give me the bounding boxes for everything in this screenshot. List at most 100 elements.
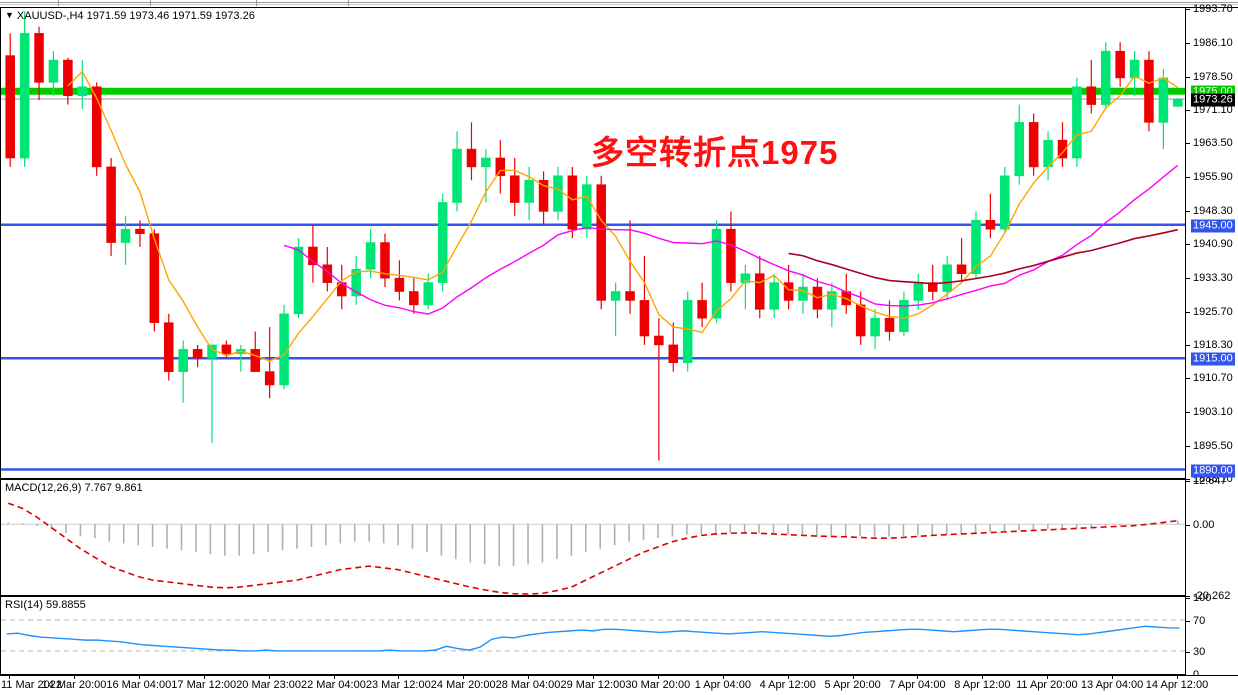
time-axis-label: 14 Apr 12:00 <box>1145 679 1209 691</box>
rsi-svg <box>1 619 1185 652</box>
candle-body <box>1000 175 1010 230</box>
candle-body <box>495 157 506 177</box>
rsi-scale-label: 70 <box>1193 615 1206 628</box>
candle-body <box>264 371 275 386</box>
candle-body <box>120 228 131 243</box>
candle-body <box>855 304 866 337</box>
time-axis-label: 20 Mar 23:00 <box>236 679 302 691</box>
ma-mid-line <box>283 164 1179 315</box>
time-axis-label: 11 Apr 20:00 <box>1016 679 1078 691</box>
time-axis-label: 1 Apr 04:00 <box>694 679 751 691</box>
candle-body <box>466 148 477 168</box>
price-scale-label: 1925.70 <box>1193 305 1233 318</box>
candle-body <box>654 335 664 346</box>
candle-body <box>5 55 15 159</box>
scale-tick <box>1186 412 1190 414</box>
candle-body <box>870 317 880 337</box>
candle-body <box>250 349 261 372</box>
time-axis[interactable]: 11 Mar 2022 14 Mar 20:00 16 Mar 04:00 17 Ma… <box>0 675 1238 695</box>
time-axis-tick <box>722 675 724 679</box>
scale-tick <box>1186 481 1190 482</box>
price-chart-canvas <box>1 8 1185 478</box>
candle-body <box>423 282 434 306</box>
macd-indicator-pane[interactable]: MACD(12,26,9) 7.767 9.861 <box>0 479 1186 596</box>
candle-body <box>553 175 563 212</box>
scale-tick <box>1186 479 1190 480</box>
time-axis-tick <box>268 675 270 679</box>
ma-fast-line <box>67 70 1179 362</box>
candle-body <box>365 242 376 270</box>
price-pane-title-bar: ▼ XAUUSD-,H4 1971.59 1973.46 1971.59 1973… <box>5 10 255 22</box>
candle-body <box>769 282 779 310</box>
candle-body <box>1173 98 1183 107</box>
price-scale-label: 1895.50 <box>1193 440 1233 453</box>
price-scale-label: 1963.50 <box>1193 137 1233 150</box>
chrome-tick <box>58 0 59 6</box>
price-scale-label: 1940.90 <box>1193 238 1233 250</box>
candle-body <box>1158 77 1169 123</box>
rsi-line <box>6 625 1180 652</box>
candle-body <box>783 282 794 301</box>
price-level-badge[interactable]: 1945.00 <box>1191 219 1235 233</box>
candle-body <box>380 242 390 279</box>
rsi-indicator-pane[interactable]: RSI(14) 59.8855 <box>0 596 1186 675</box>
time-axis-tick <box>593 675 594 679</box>
candle-body <box>149 233 160 323</box>
price-level-badge[interactable]: 1890.00 <box>1191 464 1235 478</box>
price-level-badge[interactable]: 1915.00 <box>1191 352 1235 366</box>
price-scale-label: 1971.10 <box>1193 103 1233 116</box>
candle-body <box>567 175 578 230</box>
candle-body <box>1028 122 1039 168</box>
price-scale-label: 1986.10 <box>1193 36 1233 49</box>
scale-tick <box>1186 244 1190 245</box>
time-axis-tick <box>1176 675 1178 679</box>
scale-tick <box>1186 311 1190 313</box>
candle-body <box>827 291 837 310</box>
candle-body <box>524 179 534 203</box>
scale-tick <box>1186 344 1190 346</box>
macd-canvas <box>1 480 1185 595</box>
time-axis-label: 23 Mar 12:00 <box>365 679 431 691</box>
time-axis-tick <box>917 675 919 679</box>
scale-tick <box>1186 143 1190 145</box>
candle-body <box>1057 139 1068 159</box>
candle-body <box>34 33 44 83</box>
candle-body <box>668 344 679 364</box>
time-axis-label: 4 Apr 12:00 <box>759 679 816 691</box>
scale-tick <box>1186 598 1190 599</box>
candle-body <box>740 273 751 283</box>
candle-body <box>409 291 419 306</box>
price-scale-label: 1918.30 <box>1193 338 1233 351</box>
time-axis-tick <box>1111 675 1113 679</box>
chrome-tick <box>348 0 349 6</box>
scale-tick <box>1186 177 1190 179</box>
candle-body <box>308 246 318 266</box>
macd-scale-label: 12.647 <box>1193 475 1227 487</box>
macd-signal-line <box>7 502 1178 595</box>
candle-body <box>927 282 938 292</box>
scale-tick <box>1186 9 1190 10</box>
candle-body <box>394 277 405 292</box>
ma-slow-line <box>788 228 1178 285</box>
candle-body <box>106 166 116 243</box>
time-axis-tick <box>398 675 400 679</box>
price-level-badge[interactable]: 1973.26 <box>1191 93 1235 107</box>
time-axis-label: 30 Mar 20:00 <box>625 679 691 691</box>
price-chart-pane[interactable]: ▼ XAUUSD-,H4 1971.59 1973.46 1971.59 1973… <box>0 7 1186 479</box>
macd-pane-title: MACD(12,26,9) 7.767 9.861 <box>5 482 143 494</box>
time-axis-label: 22 Mar 04:00 <box>301 679 366 691</box>
price-scale-axis[interactable]: 1993.70 1986.10 1978.50 1971.10 1963.50 1955.… <box>1186 3 1238 681</box>
candle-body <box>48 59 59 83</box>
candle-body <box>985 220 996 230</box>
time-axis-label: 5 Apr 20:00 <box>824 679 881 691</box>
time-axis-label: 11 Mar 2022 <box>1 679 62 691</box>
window-chrome <box>0 0 1238 7</box>
scale-tick <box>1186 109 1190 111</box>
candle-body <box>207 344 217 359</box>
candle-body <box>884 317 895 332</box>
chevron-down-icon[interactable]: ▼ <box>5 10 14 20</box>
price-scale-label: 1978.50 <box>1193 70 1233 83</box>
candle-body <box>682 300 693 364</box>
chrome-tick <box>150 0 151 6</box>
rsi-pane-title: RSI(14) 59.8855 <box>5 599 86 611</box>
